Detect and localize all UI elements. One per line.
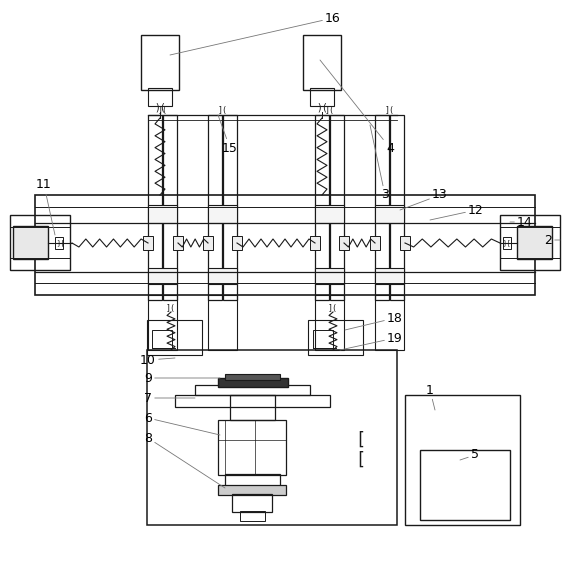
Bar: [218, 420, 286, 475]
Text: )(: )(: [316, 103, 328, 113]
Text: 1: 1: [426, 384, 435, 410]
Bar: [148, 205, 177, 223]
Text: 7: 7: [144, 392, 195, 404]
Bar: [13, 226, 48, 259]
Bar: [420, 450, 510, 520]
Bar: [223, 115, 237, 300]
Bar: [330, 115, 344, 300]
Text: 5: 5: [460, 448, 479, 462]
Text: 3: 3: [370, 125, 389, 201]
Bar: [147, 350, 397, 525]
Bar: [313, 330, 333, 348]
Bar: [339, 236, 349, 250]
Bar: [55, 237, 63, 249]
Bar: [310, 88, 334, 106]
Text: 10: 10: [140, 354, 175, 366]
Bar: [152, 330, 172, 348]
Text: ](: ](: [157, 105, 168, 114]
Bar: [308, 320, 363, 355]
Bar: [203, 236, 213, 250]
Text: 18: 18: [345, 312, 403, 330]
Text: 2: 2: [544, 233, 560, 247]
Bar: [163, 115, 177, 300]
Bar: [218, 378, 288, 387]
Text: ](: ](: [328, 304, 338, 312]
Text: ](: ](: [166, 304, 176, 312]
Bar: [35, 195, 535, 295]
Bar: [370, 236, 380, 250]
Bar: [315, 295, 344, 350]
Bar: [232, 494, 272, 512]
Bar: [303, 35, 341, 90]
Text: 13: 13: [400, 189, 448, 210]
Bar: [230, 395, 275, 420]
Text: [: [: [355, 431, 365, 449]
Text: 16: 16: [170, 12, 341, 55]
Text: 12: 12: [430, 204, 484, 220]
Bar: [147, 320, 202, 355]
Text: 9: 9: [144, 371, 220, 385]
Bar: [173, 236, 183, 250]
Bar: [240, 511, 265, 521]
Bar: [375, 268, 404, 284]
Bar: [141, 35, 179, 90]
Text: 6: 6: [144, 412, 220, 435]
Bar: [208, 295, 237, 350]
Text: }{: }{: [56, 240, 64, 246]
Text: 19: 19: [340, 332, 403, 350]
Bar: [315, 268, 344, 284]
Bar: [148, 295, 177, 350]
Bar: [375, 205, 404, 223]
Text: ](: ](: [218, 105, 227, 114]
Bar: [232, 236, 242, 250]
Bar: [375, 115, 389, 300]
Bar: [375, 295, 404, 350]
Bar: [143, 236, 153, 250]
Bar: [218, 485, 286, 495]
Bar: [503, 237, 511, 249]
Bar: [225, 474, 280, 486]
Bar: [405, 395, 520, 525]
Bar: [517, 226, 552, 259]
Bar: [10, 215, 70, 270]
Text: 8: 8: [144, 431, 225, 488]
Text: )(: )(: [154, 103, 166, 113]
Bar: [195, 385, 310, 395]
Bar: [208, 205, 237, 223]
Bar: [208, 115, 222, 300]
Bar: [148, 88, 172, 106]
Bar: [400, 236, 410, 250]
Bar: [315, 205, 344, 223]
Bar: [310, 236, 320, 250]
Text: ](: ](: [385, 105, 394, 114]
Bar: [500, 215, 560, 270]
Text: [: [: [355, 451, 365, 469]
Bar: [208, 268, 237, 284]
Text: ](: ](: [324, 105, 335, 114]
Bar: [225, 374, 280, 380]
Text: 4: 4: [320, 60, 394, 155]
Text: 14: 14: [510, 216, 533, 228]
Bar: [175, 395, 330, 407]
Text: 11: 11: [36, 178, 55, 235]
Bar: [148, 268, 177, 284]
Text: }{: }{: [502, 240, 511, 246]
Bar: [148, 115, 162, 300]
Bar: [390, 115, 404, 300]
Bar: [315, 115, 329, 300]
Text: 15: 15: [218, 115, 238, 155]
